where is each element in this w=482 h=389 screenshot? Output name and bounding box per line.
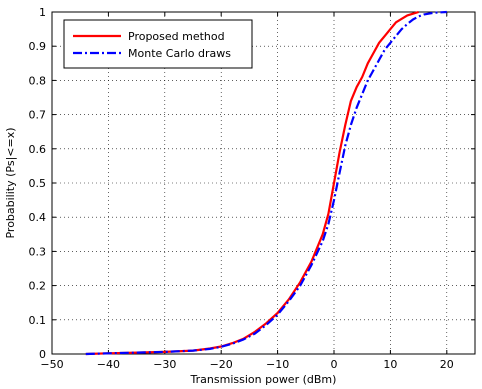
y-axis-title: Probability (Ps|<=x) bbox=[4, 127, 17, 238]
y-tick-label: 1 bbox=[39, 6, 46, 19]
x-axis-title: Transmission power (dBm) bbox=[190, 373, 337, 386]
x-tick-label: 20 bbox=[440, 358, 454, 371]
x-tick-label: −50 bbox=[40, 358, 63, 371]
y-tick-label: 0.4 bbox=[29, 211, 47, 224]
x-tick-label: 0 bbox=[331, 358, 338, 371]
legend: Proposed method Monte Carlo draws bbox=[63, 19, 253, 69]
y-tick-label: 0.5 bbox=[29, 177, 47, 190]
series-line-1 bbox=[85, 10, 419, 356]
series-line-2 bbox=[85, 10, 447, 356]
y-tick-label: 0.1 bbox=[29, 314, 47, 327]
y-tick-label: 0.7 bbox=[29, 109, 47, 122]
axis-ticks: −50 −40 −30 −20 −10 0 10 20 0 0.1 0.2 0.3 0.4 0.5 0.6 0… bbox=[29, 6, 475, 371]
y-tick-label: 0 bbox=[39, 348, 46, 361]
y-tick-label: 0.8 bbox=[29, 74, 47, 87]
legend-label: Monte Carlo draws bbox=[128, 47, 231, 60]
legend-label: Proposed method bbox=[128, 30, 225, 43]
series bbox=[85, 10, 447, 356]
y-tick-label: 0.6 bbox=[29, 143, 47, 156]
x-tick-label: −40 bbox=[97, 358, 120, 371]
x-tick-label: 10 bbox=[383, 358, 397, 371]
grid bbox=[52, 12, 475, 354]
y-tick-label: 0.2 bbox=[29, 280, 47, 293]
x-tick-label: −30 bbox=[153, 358, 176, 371]
legend-box bbox=[63, 19, 253, 69]
x-tick-label: −20 bbox=[210, 358, 233, 371]
y-tick-label: 0.9 bbox=[29, 40, 47, 53]
y-tick-label: 0.3 bbox=[29, 245, 47, 258]
x-tick-label: −10 bbox=[266, 358, 289, 371]
